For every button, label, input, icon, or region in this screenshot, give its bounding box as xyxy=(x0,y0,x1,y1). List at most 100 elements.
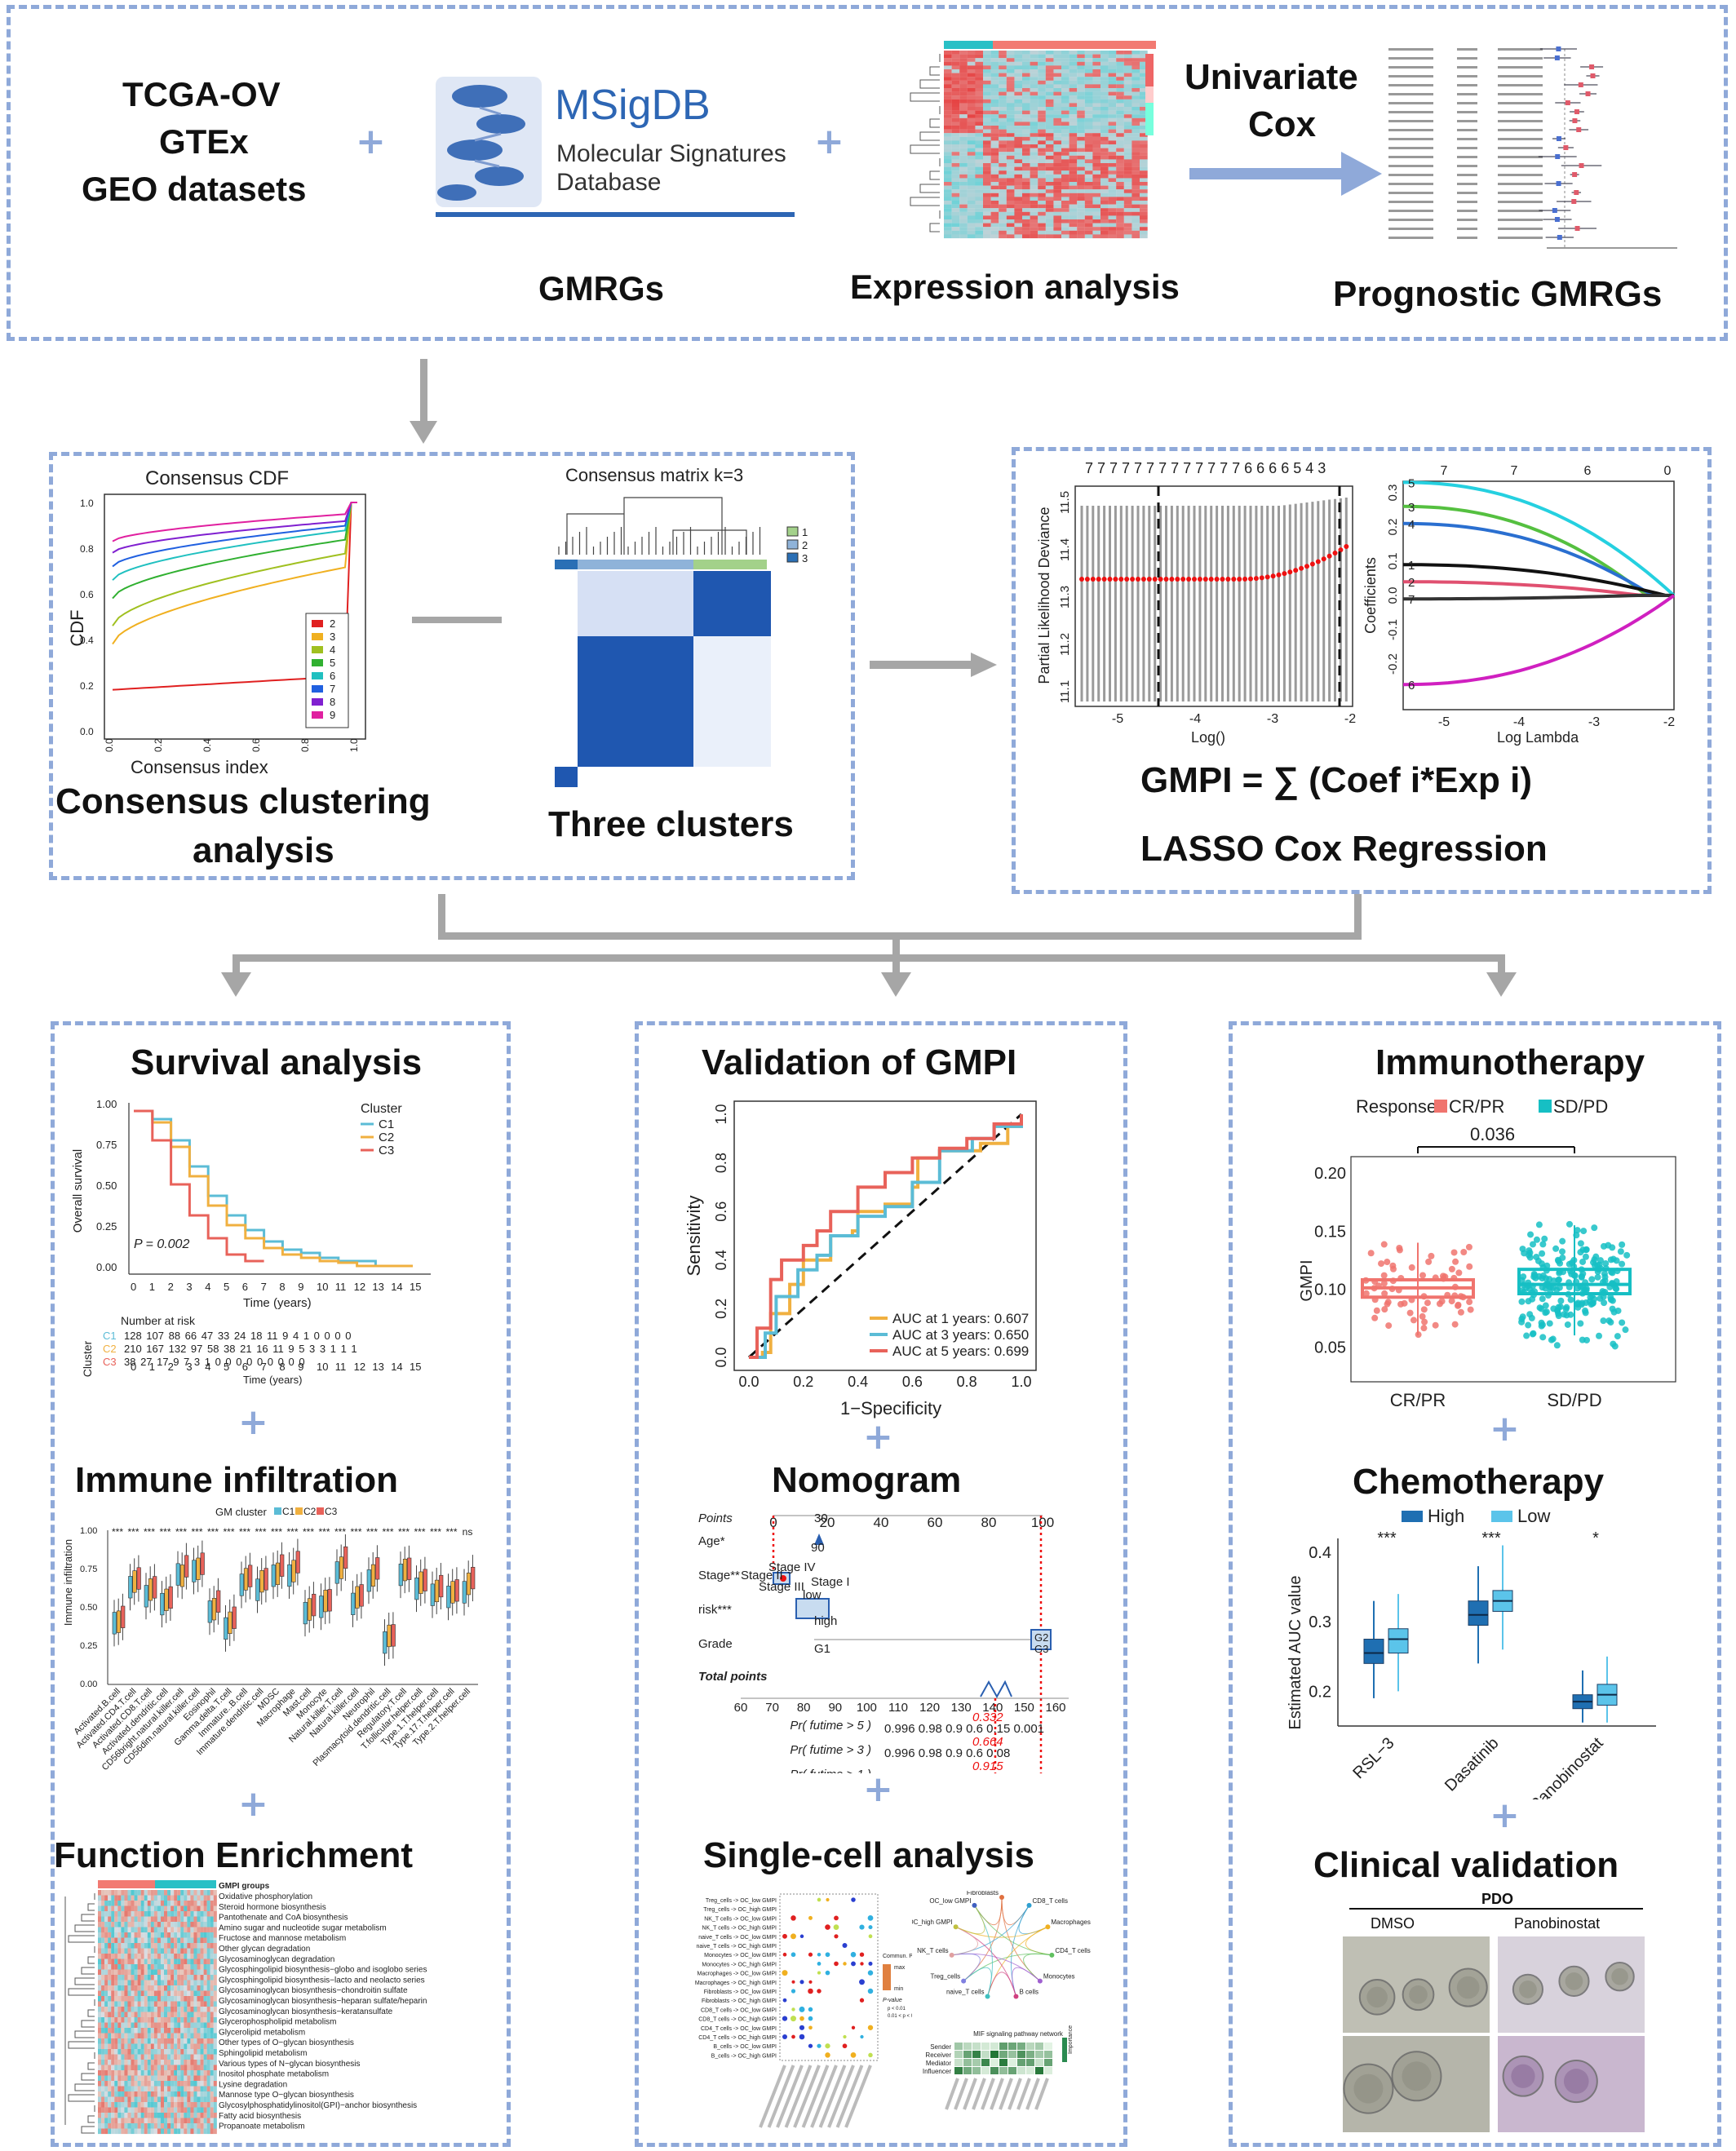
consensus-heading-2: analysis xyxy=(193,830,334,870)
enrich-cell xyxy=(184,2118,188,2124)
enrich-cell xyxy=(180,2007,184,2012)
heatmap-cell xyxy=(983,110,991,115)
pdo-col-dmso: DMSO xyxy=(1371,1915,1415,1932)
enrich-cell xyxy=(117,2081,122,2087)
heatmap-cell xyxy=(990,208,999,212)
immuno-point xyxy=(1420,1325,1428,1332)
enrich-cell xyxy=(117,1932,122,1938)
enrich-cell xyxy=(160,1916,165,1923)
enrich-cell xyxy=(193,2091,197,2097)
immune-legend-title: GM cluster xyxy=(215,1506,268,1518)
enrich-cell xyxy=(117,1890,122,1896)
enrich-cell xyxy=(167,2001,171,2007)
heatmap-cell xyxy=(1132,51,1140,55)
heatmap-cell xyxy=(1108,69,1117,73)
heatmap-cell xyxy=(1069,136,1078,141)
enrich-cell xyxy=(127,2107,131,2113)
enrich-cell xyxy=(137,2070,141,2076)
cdf-line-6 xyxy=(112,502,357,581)
net-role-cell xyxy=(1017,2059,1025,2066)
enrich-cell xyxy=(164,1980,168,1986)
heatmap-cell xyxy=(999,136,1007,141)
net-role-cell xyxy=(981,2059,990,2066)
enrich-cell xyxy=(200,1990,204,1997)
heatmap-cell xyxy=(959,65,968,70)
enrich-cell xyxy=(197,1948,201,1954)
heatmap-cell xyxy=(1014,189,1023,193)
enrich-cell xyxy=(200,1922,204,1927)
heatmap-cell xyxy=(967,136,976,141)
heatmap-cell xyxy=(1132,77,1140,81)
enrich-cell xyxy=(131,2028,135,2034)
heatmap-cell xyxy=(1100,166,1109,171)
enrich-cell xyxy=(101,2049,105,2055)
immuno-point xyxy=(1579,1270,1587,1277)
heatmap-cell xyxy=(1092,54,1101,59)
enrich-pathway-label: Glycosphingolipid biosynthesis−globo and… xyxy=(219,1966,427,1975)
enrich-cell xyxy=(140,2028,144,2034)
enrich-cell xyxy=(134,2118,138,2124)
nomogram-chart: Points 020406080100Age*Stage**risk***Gra… xyxy=(698,1511,1069,1773)
immune-ytick: 0.00 xyxy=(80,1680,97,1689)
matrix-legend-swatch xyxy=(786,539,799,550)
cv-mean-point xyxy=(1253,576,1259,582)
immuno-point xyxy=(1533,1236,1540,1243)
roc-ytick: 0.6 xyxy=(713,1202,729,1222)
heatmap-cell xyxy=(1069,80,1078,85)
enrich-cell xyxy=(206,2091,210,2097)
heatmap-cell xyxy=(1045,77,1054,81)
enrich-cell xyxy=(114,1954,118,1959)
path-line-label: 5 xyxy=(1408,476,1415,490)
enrich-cell xyxy=(190,1937,194,1944)
heatmap-cell xyxy=(1069,219,1078,224)
enrich-cell xyxy=(114,2049,118,2055)
enrich-cell xyxy=(108,2065,112,2071)
heatmap-cell xyxy=(1108,227,1117,231)
chemo-legend-swatch xyxy=(1402,1511,1423,1522)
immuno-point xyxy=(1465,1243,1472,1250)
immuno-xtick: SD/PD xyxy=(1547,1390,1601,1410)
enrich-cell xyxy=(197,2049,201,2055)
heatmap-cell xyxy=(1092,189,1101,193)
heatmap-cell xyxy=(1069,152,1078,156)
heatmap-cell xyxy=(975,77,984,81)
enrich-cell xyxy=(213,2102,217,2108)
enrich-cell xyxy=(134,2028,138,2034)
heatmap-cell xyxy=(990,201,999,205)
heatmap-cell xyxy=(1061,99,1070,104)
enrich-cell xyxy=(150,1922,154,1927)
enrich-pathway-label: Glycerophospholipid metabolism xyxy=(219,2018,337,2027)
dot-point xyxy=(790,1952,796,1958)
enrich-cell xyxy=(117,2086,122,2092)
immuno-point xyxy=(1455,1301,1462,1308)
enrich-cell xyxy=(157,1943,161,1949)
enrich-cell xyxy=(170,2049,175,2055)
dot-point xyxy=(782,2016,788,2021)
heatmap-cell xyxy=(1053,80,1062,85)
heatmap-cell xyxy=(975,163,984,167)
enrich-cell xyxy=(150,2043,154,2050)
heatmap-cell xyxy=(1038,166,1046,171)
heatmap-cell xyxy=(1030,189,1038,193)
immuno-point xyxy=(1380,1272,1388,1279)
immuno-legend-swatch xyxy=(1539,1100,1552,1113)
enrich-cell xyxy=(104,1905,108,1912)
enrich-cell xyxy=(144,2007,148,2012)
heatmap-cell xyxy=(975,178,984,183)
heatmap-cell xyxy=(1108,211,1117,216)
enrich-cell xyxy=(190,1927,194,1933)
forest-gene-label xyxy=(1388,228,1433,230)
immune-box xyxy=(121,1605,126,1628)
enrich-legend-title: GMPI groups xyxy=(219,1882,270,1891)
heatmap-cell xyxy=(1140,117,1148,122)
enrich-cell xyxy=(197,2091,201,2097)
enrich-cell xyxy=(111,1937,115,1944)
immune-sig: *** xyxy=(144,1526,155,1538)
enrich-cell xyxy=(134,2096,138,2103)
heatmap-cell xyxy=(1069,58,1078,62)
risk-title: Number at risk xyxy=(121,1314,196,1327)
enrich-cell xyxy=(174,1975,178,1981)
heatmap-cell xyxy=(1116,193,1124,197)
enrich-cell xyxy=(153,1948,157,1954)
enrich-cell xyxy=(193,1905,197,1912)
